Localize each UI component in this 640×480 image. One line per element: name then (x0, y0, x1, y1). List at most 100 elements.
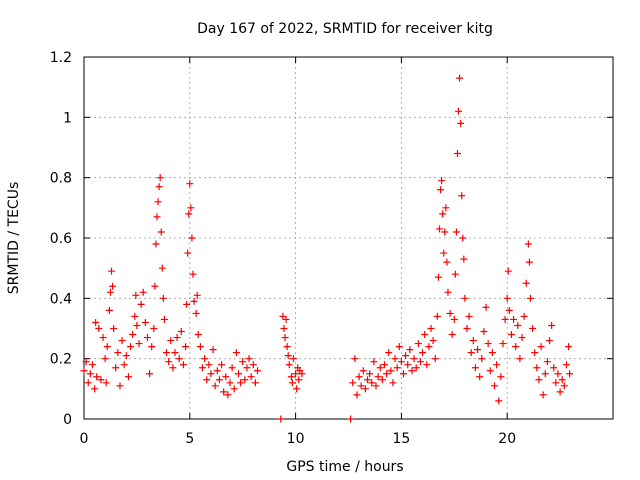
data-point (421, 331, 429, 339)
data-point (175, 355, 183, 363)
data-point (141, 318, 149, 326)
data-point (482, 303, 490, 311)
data-point (440, 249, 448, 257)
data-point (478, 355, 486, 363)
data-point (156, 174, 164, 182)
data-point (423, 361, 431, 369)
data-point (287, 373, 295, 381)
data-point (526, 294, 534, 302)
data-point (82, 358, 90, 366)
data-points (80, 74, 574, 423)
data-point (446, 309, 454, 317)
data-point (459, 234, 467, 242)
data-point (213, 367, 221, 375)
data-point (282, 315, 290, 323)
data-point (361, 385, 369, 393)
data-point (391, 355, 399, 363)
data-point (203, 376, 211, 384)
data-point (469, 337, 477, 345)
data-point (543, 358, 551, 366)
data-point (277, 415, 285, 423)
data-point (173, 334, 181, 342)
data-point (143, 334, 151, 342)
data-point (539, 391, 547, 399)
data-point (106, 288, 114, 296)
data-point (376, 364, 384, 372)
data-point (137, 300, 145, 308)
data-point (535, 376, 543, 384)
y-axis-label: SRMTID / TECUs (6, 182, 22, 295)
data-point (393, 364, 401, 372)
data-point (251, 379, 259, 387)
data-point (86, 370, 94, 378)
data-point (131, 312, 139, 320)
data-point (504, 267, 512, 275)
data-point (127, 343, 135, 351)
data-point (501, 315, 509, 323)
data-point (457, 119, 465, 127)
y-tick-label: 0 (63, 412, 72, 428)
data-point (387, 367, 395, 375)
data-point (351, 355, 359, 363)
y-tick-label: 0.2 (50, 352, 72, 368)
data-point (370, 358, 378, 366)
data-point (395, 343, 403, 351)
data-point (414, 340, 422, 348)
data-point (288, 379, 296, 387)
data-point (499, 340, 507, 348)
data-point (514, 321, 522, 329)
data-point (148, 343, 156, 351)
x-tick-label: 15 (392, 431, 410, 447)
data-point (99, 334, 107, 342)
data-point (450, 315, 458, 323)
data-point (84, 379, 92, 387)
data-point (408, 367, 416, 375)
data-point (471, 364, 479, 372)
data-point (400, 370, 408, 378)
data-point (105, 306, 113, 314)
data-point (433, 312, 441, 320)
data-point (234, 370, 242, 378)
data-point (385, 349, 393, 357)
data-point (476, 373, 484, 381)
data-point (112, 364, 120, 372)
data-point (179, 361, 187, 369)
data-point (155, 183, 163, 191)
data-point (566, 370, 574, 378)
data-point (467, 349, 475, 357)
data-point (101, 355, 109, 363)
data-point (497, 373, 505, 381)
x-tick-label: 0 (80, 431, 89, 447)
data-point (103, 343, 111, 351)
data-point (187, 204, 195, 212)
data-point (92, 318, 100, 326)
data-point (520, 312, 528, 320)
data-point (437, 186, 445, 194)
data-point (146, 370, 154, 378)
data-point (347, 415, 355, 423)
data-point (554, 370, 562, 378)
data-point (474, 346, 482, 354)
data-point (402, 352, 410, 360)
data-point (480, 328, 488, 336)
data-point (453, 150, 461, 158)
data-point (157, 228, 165, 236)
data-point (491, 382, 499, 390)
data-point (118, 337, 126, 345)
data-point (245, 355, 253, 363)
data-point (550, 364, 558, 372)
data-point (548, 321, 556, 329)
data-point (443, 258, 451, 266)
data-point (525, 258, 533, 266)
data-point (165, 358, 173, 366)
data-point (211, 382, 219, 390)
data-point (512, 343, 520, 351)
data-point (537, 343, 545, 351)
data-point (444, 288, 452, 296)
data-point (209, 346, 217, 354)
data-point (349, 379, 357, 387)
data-point (495, 397, 503, 405)
data-point (139, 288, 147, 296)
data-point (461, 294, 469, 302)
data-point (285, 361, 293, 369)
